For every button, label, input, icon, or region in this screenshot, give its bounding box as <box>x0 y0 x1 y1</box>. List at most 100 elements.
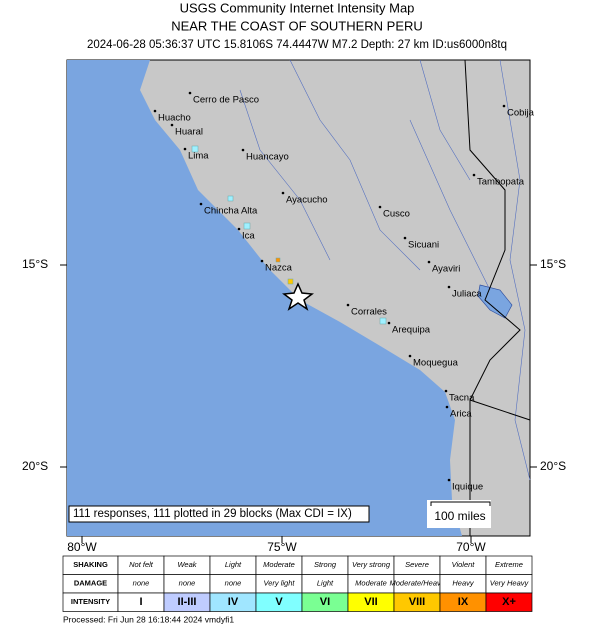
city-label: Nazca <box>265 263 293 274</box>
city-dot <box>170 123 174 127</box>
city-dot <box>281 191 285 195</box>
legend: SHAKING Not felt Weak Light Moderate Strong Ve… <box>62 555 533 612</box>
city-label: Lima <box>188 151 209 162</box>
damage-label: Very Heavy <box>490 579 530 588</box>
city-dot <box>346 303 350 307</box>
cdi-block <box>287 278 294 285</box>
borders <box>464 59 531 536</box>
city-dot <box>188 91 192 95</box>
city-label: Ayaviri <box>432 264 460 275</box>
lon-label: 80°W <box>67 540 97 554</box>
ocean <box>67 60 462 536</box>
damage-label: none <box>133 579 150 588</box>
cdi-block <box>379 317 387 325</box>
scale-box <box>427 500 491 528</box>
shaking-label: Extreme <box>495 560 523 569</box>
city-dot <box>408 354 412 358</box>
lake <box>477 284 513 319</box>
city-dot <box>387 321 391 325</box>
ticks <box>60 264 537 543</box>
lon-label: 70°W <box>456 540 486 554</box>
footer: Processed: Fri Jun 28 16:18:44 2024 vmdy… <box>63 614 234 624</box>
city-label: Arequipa <box>392 325 431 336</box>
city-label: Iquique <box>452 482 483 493</box>
lat-label: 20°S <box>22 459 48 473</box>
city-label: Ica <box>242 231 255 242</box>
city-label: Moquegua <box>413 358 459 369</box>
city-label: Cusco <box>383 209 410 220</box>
event-info: 2024-06-28 05:36:37 UTC 15.8106S 74.4447… <box>87 39 507 51</box>
shaking-label: Not felt <box>129 560 154 569</box>
damage-label: none <box>225 579 242 588</box>
shaking-label: Light <box>225 560 242 569</box>
city-label: Sicuani <box>408 240 439 251</box>
intensity-label: VIII <box>409 596 426 608</box>
intensity-label: V <box>275 596 283 608</box>
city-dot <box>472 173 476 177</box>
city-dot <box>403 236 407 240</box>
city-dot <box>241 148 245 152</box>
responses-box <box>68 505 370 523</box>
city-dot <box>447 478 451 482</box>
city-label: Cerro de Pasco <box>193 95 259 106</box>
shaking-label: Weak <box>177 560 197 569</box>
intensity-label: X+ <box>502 596 516 608</box>
scale-bar <box>430 501 491 506</box>
intensity-label: VI <box>320 596 330 608</box>
city-label: Huaral <box>175 127 203 138</box>
intensity-label: VII <box>364 596 377 608</box>
city-label: Tambopata <box>477 177 525 188</box>
damage-label: Heavy <box>452 579 475 588</box>
damage-label: Very light <box>264 579 296 588</box>
city-dot <box>260 259 264 263</box>
city-dot <box>447 285 451 289</box>
intensity-label: II-III <box>178 596 197 608</box>
shaking-label: Violent <box>452 560 476 569</box>
shaking-label: Strong <box>314 560 337 569</box>
legend-cell <box>485 592 533 612</box>
city-dot <box>427 260 431 264</box>
city-label: Ayacucho <box>286 195 328 206</box>
rivers <box>239 59 531 481</box>
city-label: Chincha Alta <box>204 206 258 217</box>
city-label: Huancayo <box>246 152 289 163</box>
cdi-block <box>191 145 199 153</box>
city-dot <box>502 104 506 108</box>
shaking-label: Moderate <box>263 560 295 569</box>
responses: 111 responses, 111 plotted in 29 blocks … <box>73 508 352 520</box>
intensity-label: IX <box>458 596 469 608</box>
lat-label: 15°S <box>540 257 566 271</box>
shaking-label: Severe <box>405 560 429 569</box>
legend-row-label: SHAKING <box>73 560 108 569</box>
legend-row-label: DAMAGE <box>74 579 107 588</box>
city-label: Cobija <box>507 108 535 119</box>
damage-label: Moderate/Heavy <box>389 579 445 588</box>
city-dot <box>237 227 241 231</box>
scale-label: 100 miles <box>434 509 485 523</box>
lat-label: 15°S <box>22 257 48 271</box>
cdi-block <box>227 195 234 202</box>
lat-label: 20°S <box>540 459 566 473</box>
city-label: Huacho <box>158 113 191 124</box>
legend-row-label: INTENSITY <box>71 597 110 606</box>
city-label: Arica <box>450 409 472 420</box>
city-dot <box>445 405 449 409</box>
subtitle: NEAR THE COAST OF SOUTHERN PERU <box>171 18 423 33</box>
city-dot <box>444 389 448 393</box>
shaking-label: Very strong <box>352 560 391 569</box>
cdi-blocks <box>191 145 387 325</box>
intensity-label: IV <box>228 596 239 608</box>
cdi-block <box>275 257 281 263</box>
city-dot <box>199 202 203 206</box>
damage-label: none <box>179 579 196 588</box>
damage-label: Light <box>317 579 334 588</box>
title: USGS Community Internet Intensity Map <box>180 0 415 15</box>
city-dot <box>153 109 157 113</box>
city-dot <box>378 205 382 209</box>
epicenter <box>282 282 314 311</box>
intensity-label: I <box>139 596 142 608</box>
damage-label: Moderate <box>355 579 387 588</box>
